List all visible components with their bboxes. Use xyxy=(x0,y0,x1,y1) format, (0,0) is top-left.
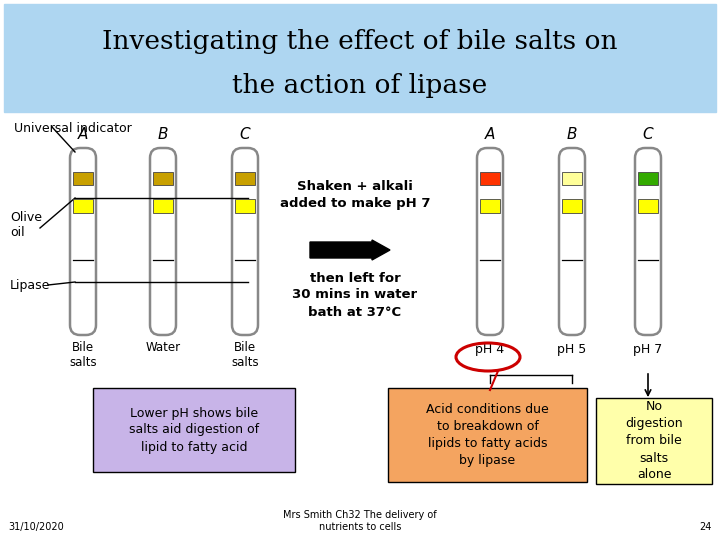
FancyBboxPatch shape xyxy=(4,4,716,112)
Bar xyxy=(153,199,173,213)
Text: Bile
salts: Bile salts xyxy=(69,341,96,369)
Bar xyxy=(562,172,582,185)
Text: B: B xyxy=(158,127,168,142)
Bar xyxy=(638,172,658,185)
Text: the action of lipase: the action of lipase xyxy=(233,72,487,98)
Text: Lipase: Lipase xyxy=(10,279,50,292)
FancyBboxPatch shape xyxy=(70,148,96,335)
Text: Shaken + alkali
added to make pH 7: Shaken + alkali added to make pH 7 xyxy=(280,180,431,210)
Bar xyxy=(480,199,500,213)
FancyBboxPatch shape xyxy=(559,148,585,335)
Text: A: A xyxy=(485,127,495,142)
Text: then left for
30 mins in water
bath at 37°C: then left for 30 mins in water bath at 3… xyxy=(292,272,418,319)
Bar xyxy=(638,199,658,213)
Bar xyxy=(235,172,255,185)
Text: Lower pH shows bile
salts aid digestion of
lipid to fatty acid: Lower pH shows bile salts aid digestion … xyxy=(129,407,259,454)
Bar xyxy=(153,172,173,185)
FancyArrow shape xyxy=(310,240,390,260)
Text: pH 5: pH 5 xyxy=(557,343,587,356)
Text: Acid conditions due
to breakdown of
lipids to fatty acids
by lipase: Acid conditions due to breakdown of lipi… xyxy=(426,403,549,467)
Text: Mrs Smith Ch32 The delivery of
nutrients to cells: Mrs Smith Ch32 The delivery of nutrients… xyxy=(283,510,437,532)
Text: 24: 24 xyxy=(700,522,712,532)
FancyBboxPatch shape xyxy=(388,388,587,482)
Text: Universal indicator: Universal indicator xyxy=(14,122,132,135)
Bar xyxy=(73,199,93,213)
Text: No
digestion
from bile
salts
alone: No digestion from bile salts alone xyxy=(625,401,683,482)
Bar xyxy=(480,172,500,185)
FancyBboxPatch shape xyxy=(635,148,661,335)
FancyBboxPatch shape xyxy=(232,148,258,335)
Text: 31/10/2020: 31/10/2020 xyxy=(8,522,64,532)
FancyBboxPatch shape xyxy=(477,148,503,335)
Text: pH 7: pH 7 xyxy=(634,343,662,356)
Text: pH 4: pH 4 xyxy=(475,343,505,356)
Text: B: B xyxy=(567,127,577,142)
Bar xyxy=(562,199,582,213)
Text: A: A xyxy=(78,127,88,142)
Text: Investigating the effect of bile salts on: Investigating the effect of bile salts o… xyxy=(102,30,618,55)
Text: C: C xyxy=(643,127,653,142)
FancyBboxPatch shape xyxy=(93,388,295,472)
FancyBboxPatch shape xyxy=(596,398,712,484)
Text: Bile
salts: Bile salts xyxy=(231,341,258,369)
Text: C: C xyxy=(240,127,251,142)
Bar xyxy=(73,172,93,185)
Bar xyxy=(235,199,255,213)
FancyBboxPatch shape xyxy=(150,148,176,335)
Text: Olive
oil: Olive oil xyxy=(10,211,42,239)
Text: Water: Water xyxy=(145,341,181,354)
